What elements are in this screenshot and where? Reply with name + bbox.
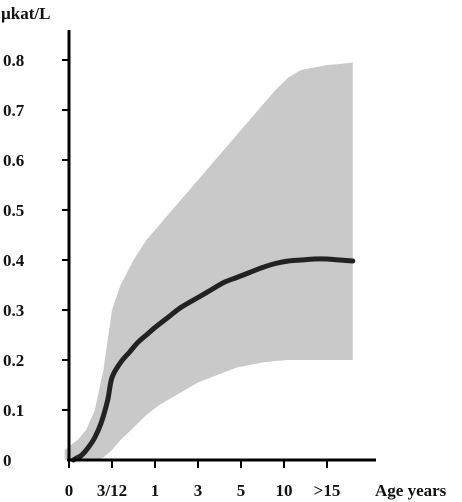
y-tick-label: 0.4 — [3, 251, 25, 270]
x-tick-label: 3 — [194, 481, 203, 500]
y-tick-label: 0.5 — [3, 201, 24, 220]
reference-range-band — [64, 62, 353, 460]
reference-band-layer — [64, 62, 353, 460]
y-tick-label: 0.7 — [3, 101, 25, 120]
y-tick-label: 0.8 — [3, 51, 24, 70]
x-tick-label: 1 — [151, 481, 160, 500]
x-tick-label: 3/12 — [97, 481, 127, 500]
y-axis-unit-label: µkat/L — [1, 4, 50, 23]
x-tick-label: 5 — [237, 481, 246, 500]
median-line — [70, 256, 356, 463]
y-tick-label: 0.1 — [3, 401, 24, 420]
y-tick-label: 0.3 — [3, 301, 24, 320]
x-tick-label: 0 — [65, 481, 74, 500]
x-axis-title: Age years — [375, 481, 447, 500]
x-tick-label: 10 — [276, 481, 293, 500]
x-ticks: 0 3/12 1 3 5 10 >15 — [65, 460, 341, 500]
y-tick-label: 0 — [3, 451, 12, 470]
x-tick-label: >15 — [314, 481, 341, 500]
median-line-layer — [70, 256, 356, 463]
y-ticks: 0 0.1 0.2 0.3 0.4 0.5 0.6 0.7 0.8 — [3, 51, 69, 470]
axes — [67, 30, 376, 462]
y-tick-label: 0.6 — [3, 151, 24, 170]
y-tick-label: 0.2 — [3, 351, 24, 370]
